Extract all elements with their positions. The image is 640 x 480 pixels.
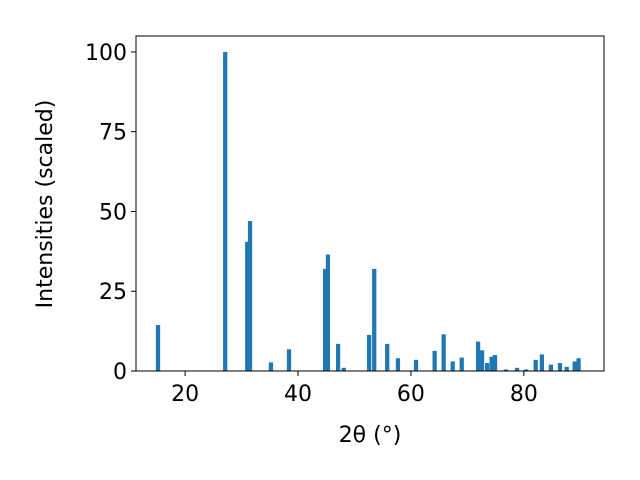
bar bbox=[489, 356, 494, 371]
y-tick-label: 100 bbox=[85, 41, 127, 66]
bar bbox=[247, 221, 253, 371]
y-tick-label: 50 bbox=[99, 200, 127, 225]
bar bbox=[441, 334, 446, 371]
bar bbox=[341, 367, 346, 371]
x-tick-label: 60 bbox=[397, 382, 425, 407]
bar bbox=[268, 362, 274, 371]
bar bbox=[223, 51, 228, 371]
bar bbox=[539, 354, 545, 371]
bar bbox=[323, 268, 328, 371]
y-tick-label: 25 bbox=[99, 280, 127, 305]
bar bbox=[564, 366, 569, 371]
bar bbox=[367, 334, 372, 371]
y-axis-label: Intensities (scaled) bbox=[33, 100, 58, 309]
bar bbox=[432, 350, 437, 371]
y-tick-label: 0 bbox=[113, 360, 127, 385]
bar bbox=[533, 359, 538, 371]
bar bbox=[485, 363, 490, 371]
bar bbox=[155, 325, 161, 371]
bar bbox=[503, 369, 508, 371]
y-tick-label: 75 bbox=[99, 121, 127, 146]
plot-frame bbox=[135, 35, 605, 372]
bar bbox=[372, 268, 377, 371]
bar bbox=[385, 343, 390, 371]
bar bbox=[475, 341, 481, 371]
bar bbox=[548, 364, 554, 371]
bar bbox=[395, 358, 401, 371]
bar bbox=[459, 357, 464, 371]
bar bbox=[450, 361, 455, 371]
x-axis-label: 2θ (°) bbox=[339, 423, 402, 448]
bar bbox=[557, 363, 563, 371]
bar bbox=[514, 367, 520, 371]
bar bbox=[523, 369, 529, 371]
bar bbox=[479, 350, 485, 371]
bar bbox=[576, 358, 581, 371]
bar bbox=[413, 359, 419, 371]
x-tick-label: 40 bbox=[284, 382, 312, 407]
bar bbox=[335, 343, 341, 371]
x-tick-label: 80 bbox=[510, 382, 538, 407]
bar bbox=[245, 241, 250, 371]
bar bbox=[286, 349, 292, 371]
x-tick-label: 20 bbox=[171, 382, 199, 407]
bar bbox=[325, 254, 331, 371]
bar bbox=[492, 355, 498, 371]
bar bbox=[572, 361, 577, 371]
